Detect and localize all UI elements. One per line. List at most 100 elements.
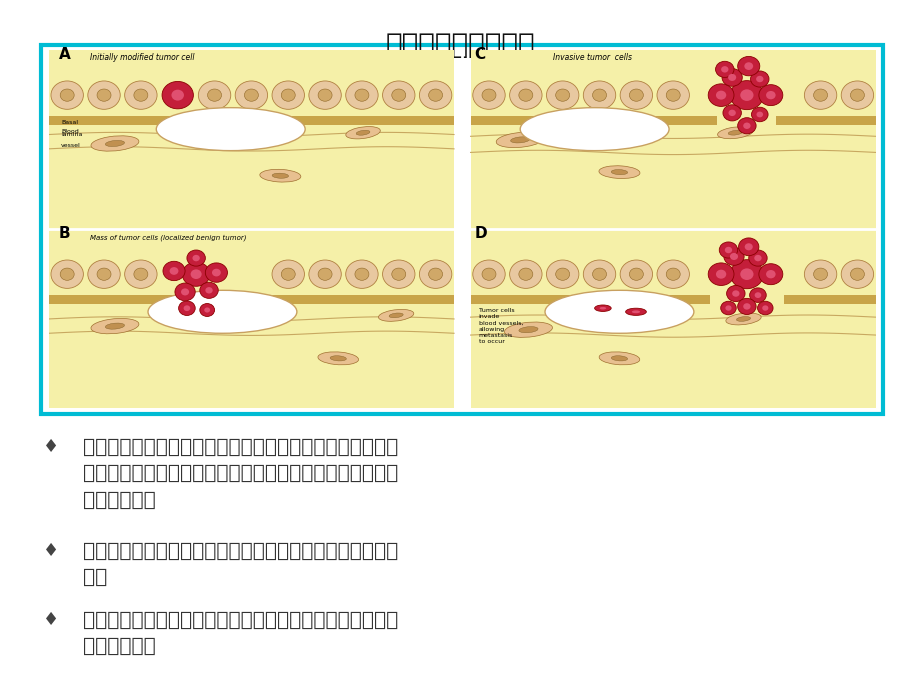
Ellipse shape xyxy=(163,262,185,281)
Ellipse shape xyxy=(629,89,642,101)
Text: vessel: vessel xyxy=(61,143,81,148)
Ellipse shape xyxy=(51,81,84,109)
Ellipse shape xyxy=(472,81,505,109)
Ellipse shape xyxy=(175,283,195,301)
Ellipse shape xyxy=(629,268,642,280)
Text: Invasive tumor  cells: Invasive tumor cells xyxy=(552,53,631,62)
Bar xyxy=(41,45,882,414)
Ellipse shape xyxy=(504,322,551,337)
Ellipse shape xyxy=(708,263,733,286)
Ellipse shape xyxy=(318,268,332,280)
Bar xyxy=(470,50,875,229)
Bar xyxy=(49,116,454,125)
Ellipse shape xyxy=(751,107,767,121)
Ellipse shape xyxy=(755,76,763,82)
Ellipse shape xyxy=(419,81,451,109)
Ellipse shape xyxy=(555,89,569,101)
Ellipse shape xyxy=(849,268,864,280)
Ellipse shape xyxy=(665,268,679,280)
Ellipse shape xyxy=(766,91,775,99)
Ellipse shape xyxy=(382,260,414,288)
Ellipse shape xyxy=(162,81,193,109)
Ellipse shape xyxy=(205,287,212,293)
Text: ♦: ♦ xyxy=(42,438,59,456)
Ellipse shape xyxy=(199,304,214,317)
Ellipse shape xyxy=(715,90,725,99)
Ellipse shape xyxy=(740,268,753,280)
Ellipse shape xyxy=(272,81,304,109)
Ellipse shape xyxy=(510,137,529,143)
Ellipse shape xyxy=(391,89,405,101)
Ellipse shape xyxy=(610,356,627,361)
Ellipse shape xyxy=(211,268,221,277)
Ellipse shape xyxy=(318,89,332,101)
Ellipse shape xyxy=(124,260,157,288)
Ellipse shape xyxy=(740,89,753,101)
Text: 个重要的步骤：粘附于基膜，裂解基膜蛋白形成缺口，细胞: 个重要的步骤：粘附于基膜，裂解基膜蛋白形成缺口，细胞 xyxy=(83,464,398,484)
Ellipse shape xyxy=(346,126,380,139)
Ellipse shape xyxy=(755,112,762,117)
Ellipse shape xyxy=(272,260,304,288)
Ellipse shape xyxy=(204,308,210,313)
Ellipse shape xyxy=(318,352,358,365)
Ellipse shape xyxy=(849,89,864,101)
Ellipse shape xyxy=(725,313,760,325)
Ellipse shape xyxy=(281,268,295,280)
Ellipse shape xyxy=(625,308,646,315)
Ellipse shape xyxy=(619,81,652,109)
Ellipse shape xyxy=(178,301,195,315)
Ellipse shape xyxy=(722,105,741,121)
Ellipse shape xyxy=(518,268,532,280)
Text: Blood: Blood xyxy=(61,129,79,134)
Ellipse shape xyxy=(761,305,767,310)
Ellipse shape xyxy=(156,108,305,150)
Ellipse shape xyxy=(724,305,731,310)
Ellipse shape xyxy=(482,268,495,280)
Ellipse shape xyxy=(428,89,442,101)
Ellipse shape xyxy=(205,263,227,282)
Ellipse shape xyxy=(91,319,139,334)
Ellipse shape xyxy=(727,74,735,81)
Ellipse shape xyxy=(391,268,405,280)
Ellipse shape xyxy=(309,81,341,109)
Ellipse shape xyxy=(758,264,782,285)
Ellipse shape xyxy=(720,66,728,72)
Ellipse shape xyxy=(60,268,74,280)
Text: 的最大威胁。: 的最大威胁。 xyxy=(83,637,155,656)
Ellipse shape xyxy=(715,270,725,279)
Ellipse shape xyxy=(735,317,750,322)
Bar xyxy=(218,295,454,304)
Ellipse shape xyxy=(812,89,827,101)
Text: lamina: lamina xyxy=(61,132,83,137)
Text: Mass of tumor cells (localized benign tumor): Mass of tumor cells (localized benign tu… xyxy=(90,235,246,241)
Ellipse shape xyxy=(519,108,668,150)
Text: 肿瘤细胞对周围组织和血管的侵袭是肿瘤细胞转移的关键步: 肿瘤细胞对周围组织和血管的侵袭是肿瘤细胞转移的关键步 xyxy=(83,542,398,561)
Ellipse shape xyxy=(96,89,111,101)
Ellipse shape xyxy=(594,305,610,311)
Ellipse shape xyxy=(756,302,772,315)
Ellipse shape xyxy=(389,313,403,318)
Ellipse shape xyxy=(583,81,615,109)
Ellipse shape xyxy=(87,260,120,288)
Ellipse shape xyxy=(518,89,532,101)
Ellipse shape xyxy=(719,242,737,258)
Ellipse shape xyxy=(592,89,606,101)
Ellipse shape xyxy=(754,293,760,298)
Ellipse shape xyxy=(766,270,775,278)
Ellipse shape xyxy=(105,323,124,329)
Ellipse shape xyxy=(743,303,750,310)
Ellipse shape xyxy=(199,81,231,109)
Ellipse shape xyxy=(272,173,289,178)
Ellipse shape xyxy=(190,269,201,279)
Ellipse shape xyxy=(355,89,369,101)
Ellipse shape xyxy=(199,282,218,298)
Ellipse shape xyxy=(743,123,750,129)
Text: ♦: ♦ xyxy=(42,611,59,629)
Ellipse shape xyxy=(724,247,732,253)
Bar xyxy=(783,295,875,304)
Ellipse shape xyxy=(721,68,742,86)
Ellipse shape xyxy=(555,268,569,280)
Ellipse shape xyxy=(738,238,758,256)
Ellipse shape xyxy=(124,81,157,109)
Bar xyxy=(470,295,709,304)
